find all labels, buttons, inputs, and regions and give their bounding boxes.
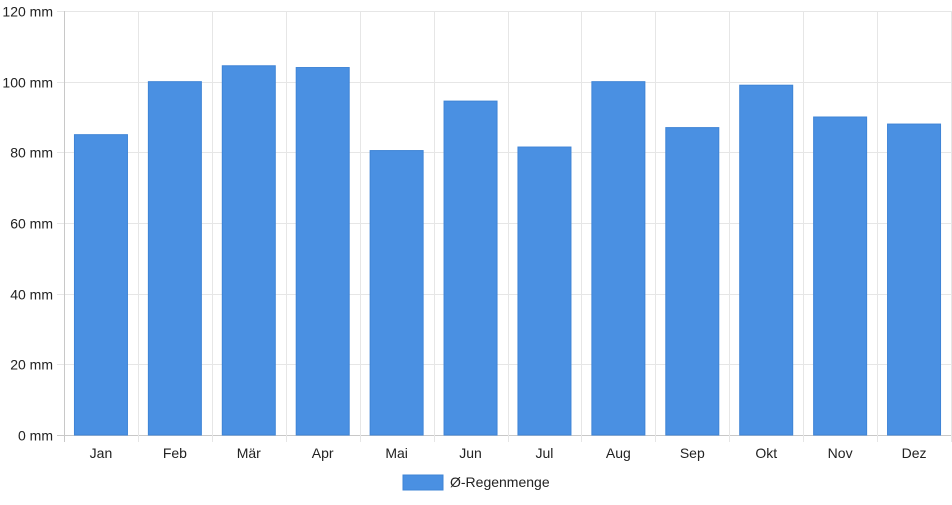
bar-feb[interactable] — [147, 81, 202, 436]
x-tick-label: Apr — [312, 445, 334, 461]
bar-mär[interactable] — [221, 65, 276, 436]
x-tick-label: Feb — [163, 445, 187, 461]
y-tick-label: 20 mm — [10, 357, 53, 373]
x-tick-label: Jul — [536, 445, 554, 461]
y-tick-label: 80 mm — [10, 145, 53, 161]
bar-sep[interactable] — [665, 127, 720, 436]
y-tick-label: 100 mm — [2, 75, 53, 91]
bar-jul[interactable] — [517, 146, 572, 436]
grid-lines — [57, 11, 952, 442]
x-tick-label: Jun — [459, 445, 482, 461]
bar-series — [73, 65, 942, 436]
x-tick-label: Jan — [90, 445, 113, 461]
y-tick-label: 120 mm — [2, 4, 53, 20]
bar-mai[interactable] — [369, 150, 424, 436]
y-tick-label: 40 mm — [10, 287, 53, 303]
x-tick-label: Nov — [828, 445, 853, 461]
x-tick-label: Mai — [385, 445, 408, 461]
bar-aug[interactable] — [591, 81, 646, 436]
bar-apr[interactable] — [295, 67, 350, 436]
bar-nov[interactable] — [813, 116, 868, 436]
legend[interactable]: Ø-Regenmenge — [402, 474, 550, 491]
x-tick-label: Dez — [902, 445, 927, 461]
legend-swatch[interactable] — [402, 474, 444, 491]
bar-jan[interactable] — [73, 134, 128, 436]
x-tick-label: Okt — [755, 445, 777, 461]
x-tick-label: Sep — [680, 445, 705, 461]
x-tick-label: Mär — [237, 445, 261, 461]
y-tick-label: 0 mm — [18, 428, 53, 444]
y-tick-label: 60 mm — [10, 216, 53, 232]
bar-okt[interactable] — [739, 84, 794, 436]
bar-dez[interactable] — [887, 123, 942, 436]
y-axis: 0 mm 20 mm 40 mm 60 mm 80 mm 100 mm 120 mm — [2, 4, 53, 444]
x-tick-label: Aug — [606, 445, 631, 461]
bar-jun[interactable] — [443, 100, 498, 436]
legend-label[interactable]: Ø-Regenmenge — [450, 474, 550, 490]
x-axis: Jan Feb Mär Apr Mai Jun Jul Aug Sep Okt Nov Dez — [90, 445, 927, 461]
